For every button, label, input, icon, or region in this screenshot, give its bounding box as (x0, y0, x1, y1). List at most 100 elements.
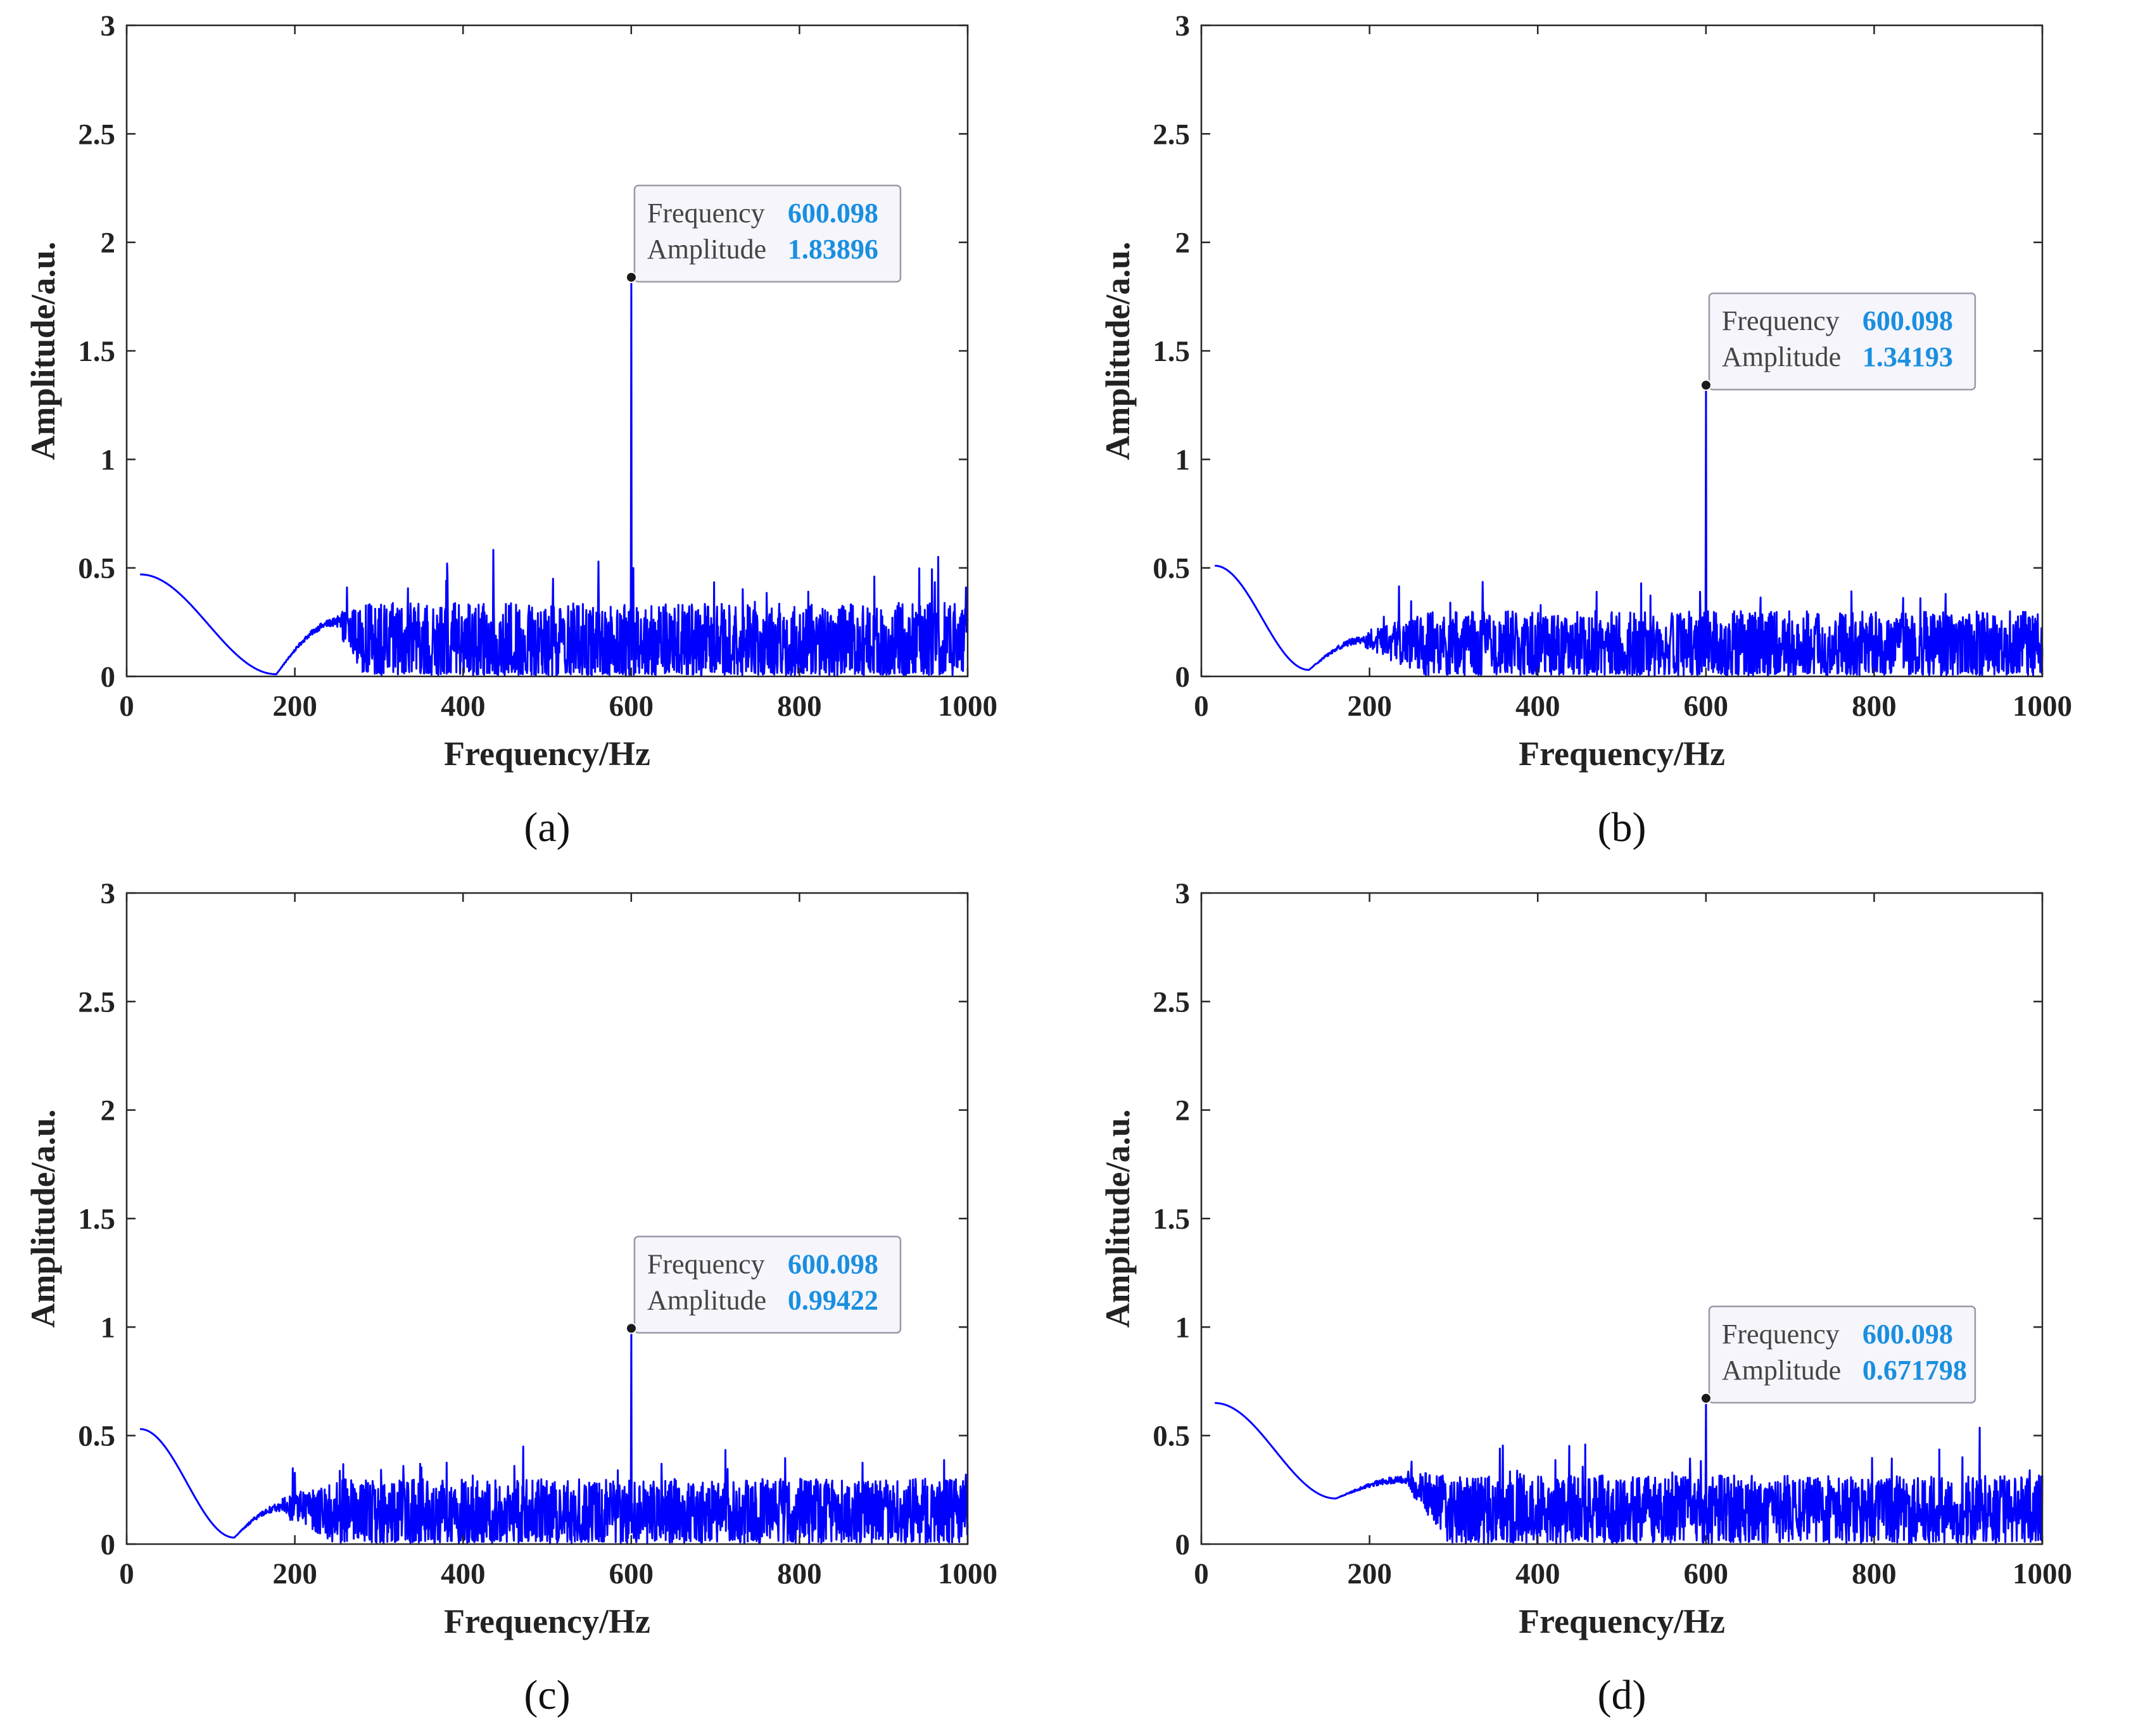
x-tick-label-d-200: 200 (1347, 1557, 1392, 1590)
datatip-freq-value-a: 600.098 (788, 198, 878, 229)
plot-area-a (127, 25, 968, 676)
datatip-marker-c (625, 1322, 637, 1334)
spectrum-plot-c: 0 200 400 600 800 1000 0 0.5 1 1.5 2 2.5 3 Frequency/… (24, 877, 997, 1718)
datatip-amp-label-a: Amplitude (647, 234, 766, 265)
datatip-freq-label-a: Frequency (647, 198, 765, 229)
y-tick-label-b-5: 2.5 (1153, 118, 1190, 151)
datatip-amp-value-d: 0.671798 (1862, 1355, 1967, 1386)
datatip-freq-label-d: Frequency (1722, 1319, 1840, 1350)
y-axis-title-b: Amplitude/a.u. (1099, 241, 1137, 460)
x-tick-label-a-400: 400 (441, 690, 486, 723)
y-tick-label-a-1: 0.5 (78, 552, 115, 585)
y-tick-label-b-6: 3 (1175, 10, 1191, 42)
y-tick-label-a-2: 1 (101, 443, 116, 476)
spectrum-panel-c: 0 200 400 600 800 1000 0 0.5 1 1.5 2 2.5 3 Frequency/… (0, 868, 1075, 1735)
x-tick-label-b-600: 600 (1684, 690, 1729, 723)
datatip-box-a (633, 184, 902, 283)
y-tick-label-d-6: 3 (1175, 877, 1191, 910)
x-tick-label-a-600: 600 (609, 690, 654, 723)
spectrum-plot-a: 0 200 400 600 800 1000 0 0.5 1 1.5 2 2.5 3 Frequency/… (24, 10, 997, 851)
y-tick-label-b-2: 1 (1175, 443, 1191, 476)
y-tick-label-a-0: 0 (101, 661, 116, 694)
plot-area-c (127, 893, 968, 1544)
datatip-marker-d (1700, 1392, 1712, 1404)
datatip-amp-value-b: 1.34193 (1862, 341, 1953, 372)
panel-label-c: (c) (524, 1672, 570, 1718)
x-tick-label-a-1000: 1000 (938, 690, 997, 723)
y-tick-label-d-2: 1 (1175, 1311, 1191, 1344)
x-tick-label-c-800: 800 (777, 1557, 822, 1590)
spectrum-plot-b: 0 200 400 600 800 1000 0 0.5 1 1.5 2 2.5 3 Frequency/… (1099, 10, 2072, 851)
datatip-amp-label-b: Amplitude (1722, 341, 1841, 372)
y-tick-label-c-6: 3 (101, 877, 116, 910)
y-tick-label-b-0: 0 (1175, 661, 1191, 694)
x-tick-label-d-1000: 1000 (2013, 1557, 2072, 1590)
spectrum-line-c (139, 1327, 969, 1544)
x-tick-label-c-1000: 1000 (938, 1557, 997, 1590)
x-tick-label-c-600: 600 (609, 1557, 654, 1590)
spectrum-line-d (1214, 1397, 2044, 1544)
datatip-amp-label-c: Amplitude (647, 1284, 766, 1315)
datatip-freq-value-b: 600.098 (1862, 305, 1953, 336)
y-tick-label-c-5: 2.5 (78, 985, 115, 1018)
y-tick-label-a-3: 1.5 (78, 335, 115, 368)
y-axis-title-d: Amplitude/a.u. (1099, 1109, 1137, 1327)
x-tick-label-d-800: 800 (1852, 1557, 1897, 1590)
x-axis-title-b: Frequency/Hz (1519, 735, 1725, 773)
datatip-marker-b (1700, 379, 1712, 391)
x-tick-label-c-200: 200 (272, 1557, 317, 1590)
y-tick-label-a-5: 2.5 (78, 118, 115, 151)
datatip-freq-value-c: 600.098 (788, 1248, 878, 1279)
x-axis-title-d: Frequency/Hz (1519, 1602, 1725, 1640)
y-tick-label-d-0: 0 (1175, 1528, 1191, 1561)
y-tick-label-d-1: 0.5 (1153, 1420, 1190, 1453)
datatip-freq-label-c: Frequency (647, 1248, 765, 1279)
x-tick-label-d-0: 0 (1194, 1557, 1209, 1590)
spectrum-line-b (1214, 384, 2044, 676)
datatip-amp-value-a: 1.83896 (788, 234, 878, 265)
spectrum-panel-b: 0 200 400 600 800 1000 0 0.5 1 1.5 2 2.5 3 Frequency/… (1075, 0, 2149, 868)
x-tick-label-d-400: 400 (1515, 1557, 1560, 1590)
x-tick-label-d-600: 600 (1684, 1557, 1729, 1590)
spectrum-panel-d: 0 200 400 600 800 1000 0 0.5 1 1.5 2 2.5 3 Frequency/… (1075, 868, 2149, 1735)
y-tick-label-a-4: 2 (101, 227, 116, 260)
panel-label-a: (a) (524, 804, 570, 851)
panel-label-d: (d) (1598, 1672, 1647, 1718)
y-axis-title-a: Amplitude/a.u. (24, 241, 62, 460)
datatip-box-d (1708, 1305, 1976, 1404)
y-tick-label-d-4: 2 (1175, 1094, 1191, 1127)
y-axis-title-c: Amplitude/a.u. (24, 1109, 62, 1327)
y-tick-label-c-1: 0.5 (78, 1420, 115, 1453)
y-tick-label-b-4: 2 (1175, 227, 1191, 260)
spectrum-panel-a: 0 200 400 600 800 1000 0 0.5 1 1.5 2 2.5 3 Frequency/… (0, 0, 1075, 868)
x-axis-title-c: Frequency/Hz (444, 1602, 650, 1640)
x-tick-label-c-400: 400 (441, 1557, 486, 1590)
datatip-amp-label-d: Amplitude (1722, 1355, 1841, 1386)
y-tick-label-d-3: 1.5 (1153, 1203, 1190, 1236)
datatip-box-b (1708, 292, 1976, 391)
y-tick-label-d-5: 2.5 (1153, 985, 1190, 1018)
y-tick-label-c-4: 2 (101, 1094, 116, 1127)
datatip-marker-a (625, 271, 637, 283)
x-tick-label-b-800: 800 (1852, 690, 1897, 723)
x-tick-label-a-200: 200 (272, 690, 317, 723)
datatip-freq-label-b: Frequency (1722, 305, 1840, 336)
datatip-amp-value-c: 0.99422 (788, 1284, 878, 1315)
y-tick-label-a-6: 3 (101, 10, 116, 42)
datatip-freq-value-d: 600.098 (1862, 1319, 1953, 1350)
spectrum-line-a (139, 276, 969, 676)
panel-label-b: (b) (1598, 804, 1647, 851)
y-tick-label-b-3: 1.5 (1153, 335, 1190, 368)
x-tick-label-b-0: 0 (1194, 690, 1209, 723)
x-tick-label-a-800: 800 (777, 690, 822, 723)
x-tick-label-a-0: 0 (119, 690, 134, 723)
y-tick-label-c-0: 0 (101, 1528, 116, 1561)
x-tick-label-c-0: 0 (119, 1557, 134, 1590)
spectrum-plot-d: 0 200 400 600 800 1000 0 0.5 1 1.5 2 2.5 3 Frequency/… (1099, 877, 2072, 1718)
datatip-box-c (633, 1236, 902, 1334)
y-tick-label-c-3: 1.5 (78, 1203, 115, 1236)
y-tick-label-b-1: 0.5 (1153, 552, 1190, 585)
plot-area-d (1201, 893, 2042, 1544)
x-tick-label-b-1000: 1000 (2013, 690, 2072, 723)
x-tick-label-b-200: 200 (1347, 690, 1392, 723)
